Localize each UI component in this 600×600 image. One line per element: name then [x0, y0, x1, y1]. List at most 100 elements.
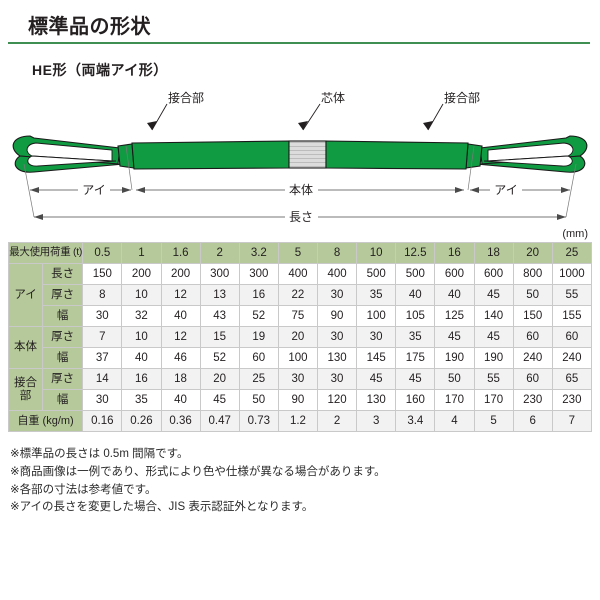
cell: 7: [82, 326, 123, 348]
dimension-arrowheads-upper: [30, 187, 570, 193]
cell: 90: [277, 389, 319, 411]
table-row: 本体 厚さ 7 10 12 15 19 20 30 30 35 45 45 60…: [7, 326, 593, 369]
cell: 7: [551, 410, 593, 432]
cell: 90: [316, 305, 358, 327]
cell: 105: [395, 305, 436, 327]
cell: 190: [434, 347, 475, 369]
table-header-col-9: 16: [434, 242, 475, 264]
cell: 100: [356, 305, 397, 327]
cell: 230: [551, 389, 593, 411]
cell: 400: [316, 263, 358, 285]
row-label-body-width: 幅: [42, 347, 84, 369]
table-row: 幅 37 40 46 52 60 100 130 145 175 190 190…: [9, 347, 593, 369]
cell: 150: [82, 263, 123, 285]
table-header-load-label: 最大使用荷重 (t): [7, 242, 84, 264]
cell: 2: [316, 410, 358, 432]
callout-core-label: 芯体: [321, 91, 345, 105]
table-header-col-2: 1.6: [160, 242, 201, 264]
table-unit-label: (mm): [562, 228, 588, 240]
sling-eye-right: [475, 135, 588, 173]
row-group-label-joint: 接合部: [7, 368, 44, 411]
cell: 130: [356, 389, 397, 411]
footnote-3: ※アイの長さを変更した場合、JIS 表示認証外となります。: [10, 501, 314, 514]
cell: 10: [121, 284, 162, 306]
table-header-col-8: 12.5: [395, 242, 436, 264]
dimension-total-length-label: 長さ: [289, 210, 313, 224]
cell: 60: [238, 347, 279, 369]
cell: 50: [512, 284, 553, 306]
cell: 15: [199, 326, 240, 348]
cell: 240: [551, 347, 593, 369]
cell: 500: [395, 263, 436, 285]
sling-belt-diagram: 接合部 芯体 接合部 アイ 本体 アイ: [0, 86, 600, 226]
table-header-col-4: 3.2: [238, 242, 279, 264]
table-header-col-6: 8: [316, 242, 358, 264]
row-label-eye-width: 幅: [42, 305, 84, 327]
sling-body-right: [325, 140, 469, 170]
dimension-eye-right-label: アイ: [494, 183, 517, 197]
cell: 0.73: [238, 410, 279, 432]
cell: 1000: [551, 263, 593, 285]
table-header-col-1: 1: [121, 242, 162, 264]
row-label-joint-thickness: 厚さ: [42, 368, 84, 390]
row-label-eye-length: 長さ: [42, 263, 84, 285]
dimension-arrowheads-lower: [34, 214, 566, 220]
dimension-extension-lines: [23, 145, 577, 218]
cell: 60: [551, 326, 593, 348]
cell: 0.16: [82, 410, 123, 432]
cell: 6: [512, 410, 553, 432]
table-header-col-11: 20: [512, 242, 553, 264]
cell: 40: [395, 284, 436, 306]
cell: 35: [121, 389, 162, 411]
cell: 52: [238, 305, 279, 327]
cell: 175: [395, 347, 436, 369]
footnote-0: ※標準品の長さは 0.5m 間隔です。: [10, 448, 189, 460]
table-row: 厚さ 8 10 12 13 16 22 30 35 40 40 45 50 55: [9, 284, 593, 306]
cell: 0.47: [199, 410, 240, 432]
cell: 18: [160, 368, 201, 390]
cell: 30: [316, 284, 358, 306]
cell: 52: [199, 347, 240, 369]
row-label-body-thickness: 厚さ: [42, 326, 84, 348]
cell: 150: [512, 305, 553, 327]
cell: 16: [121, 368, 162, 390]
cell: 16: [238, 284, 279, 306]
cell: 600: [434, 263, 475, 285]
cell: 65: [551, 368, 593, 390]
cell: 400: [277, 263, 319, 285]
cell: 120: [316, 389, 358, 411]
table-row: 幅 30 35 40 45 50 90 120 130 160 170 170 …: [9, 389, 593, 411]
cell: 155: [551, 305, 593, 327]
callout-arrowheads: [147, 121, 433, 130]
row-group-label-body: 本体: [7, 326, 44, 369]
cell: 0.36: [160, 410, 201, 432]
cell: 5: [473, 410, 514, 432]
cell: 14: [82, 368, 123, 390]
cell: 170: [473, 389, 514, 411]
table-row: 幅 30 32 40 43 52 75 90 100 105 125 140 1…: [9, 305, 593, 327]
cell: 45: [356, 368, 397, 390]
dimension-body-label: 本体: [289, 183, 313, 197]
cell: 230: [512, 389, 553, 411]
cell: 45: [473, 326, 514, 348]
cell: 800: [512, 263, 553, 285]
cell: 75: [277, 305, 319, 327]
table-row: アイ 長さ 150 200 200 300 300 400 400 500 50…: [7, 263, 593, 327]
cell: 35: [395, 326, 436, 348]
page-title: 標準品の形状: [28, 16, 151, 38]
specification-table: 最大使用荷重 (t) 0.5 1 1.6 2 3.2 5 8 10 12.5 1…: [7, 242, 593, 432]
cell: 160: [395, 389, 436, 411]
cell: 50: [238, 389, 279, 411]
row-group-label-eye: アイ: [7, 263, 44, 327]
cell: 170: [434, 389, 475, 411]
footnote-2: ※各部の寸法は参考値です。: [10, 483, 157, 496]
cell: 40: [160, 389, 201, 411]
table-header-row: 最大使用荷重 (t) 0.5 1 1.6 2 3.2 5 8 10 12.5 1…: [7, 242, 593, 264]
cell: 8: [82, 284, 123, 306]
cell: 40: [160, 305, 201, 327]
row-label-eye-thickness: 厚さ: [42, 284, 84, 306]
sling-body-left: [131, 140, 290, 170]
cell: 600: [473, 263, 514, 285]
cell: 35: [356, 284, 397, 306]
cell: 12: [160, 326, 201, 348]
